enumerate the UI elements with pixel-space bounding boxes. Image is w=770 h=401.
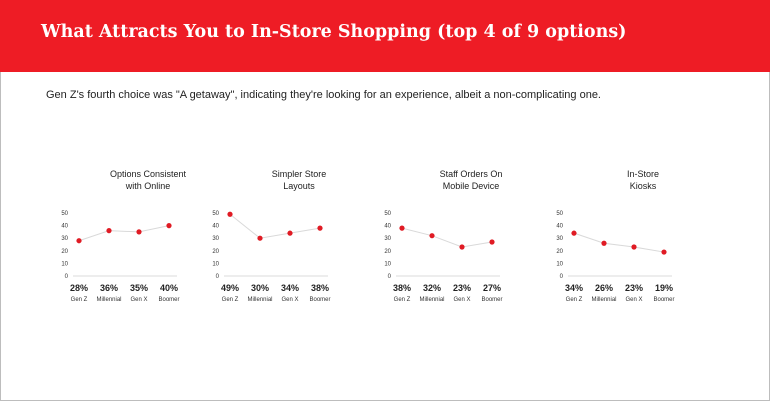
y-tick-label: 10 (384, 261, 391, 267)
data-point (317, 225, 323, 231)
y-tick-label: 10 (61, 261, 68, 267)
x-tick-label: Boomer (653, 297, 674, 303)
y-tick-label: 50 (61, 211, 68, 217)
chart-title: Options Consistent with Online (73, 168, 223, 192)
series-line (229, 213, 321, 239)
y-tick-label: 20 (212, 249, 219, 255)
data-point (571, 230, 577, 236)
data-label: 23% (453, 283, 471, 293)
data-label: 38% (393, 283, 411, 293)
chart-title-line: Options Consistent (109, 169, 187, 179)
data-label: 35% (130, 283, 148, 293)
chart-panel-in-store-kiosks: In-Store Kiosks 0 10 20 30 40 50 34% Gen Z 26% Mi… (556, 160, 718, 320)
y-tick-label: 40 (61, 224, 68, 230)
y-tick-label: 0 (560, 274, 564, 280)
x-tick-label: Millennial (419, 297, 444, 303)
x-tick-label: Gen X (281, 297, 298, 303)
header-banner: What Attracts You to In-Store Shopping (… (0, 0, 770, 72)
data-point (106, 228, 112, 234)
x-tick-label: Gen X (453, 297, 470, 303)
data-label: 26% (595, 283, 613, 293)
data-label: 32% (423, 283, 441, 293)
line-chart: 0 10 20 30 40 50 49% Gen Z 30% Millennial 34% Gen X… (212, 211, 330, 303)
data-label: 40% (160, 283, 178, 293)
data-label: 28% (70, 283, 88, 293)
data-point (631, 244, 637, 250)
y-tick-label: 40 (556, 224, 563, 230)
chart-panel-options-consistent: Options Consistent with Online 0 10 20 30 40… (61, 160, 223, 320)
x-tick-label: Boomer (309, 297, 330, 303)
chart-panel-simpler-layouts: Simpler Store Layouts 0 10 20 30 40 50 49% Gen … (212, 160, 374, 320)
chart-title-line: In-Store (626, 169, 659, 179)
series-line (401, 227, 493, 248)
data-label: 36% (100, 283, 118, 293)
chart-title-line: Simpler Store (271, 169, 327, 179)
x-tick-label: Millennial (247, 297, 272, 303)
data-point (76, 238, 82, 244)
data-point (257, 235, 263, 241)
y-tick-label: 0 (388, 274, 392, 280)
series-line (78, 225, 170, 242)
page-title: What Attracts You to In-Store Shopping (… (41, 22, 627, 42)
data-point (166, 223, 172, 229)
x-tick-label: Gen X (130, 297, 147, 303)
y-tick-label: 20 (61, 249, 68, 255)
data-point (429, 233, 435, 239)
y-tick-label: 30 (212, 236, 219, 242)
y-tick-label: 40 (212, 224, 219, 230)
y-tick-label: 50 (212, 211, 219, 217)
data-point (601, 240, 607, 246)
y-tick-label: 10 (556, 261, 563, 267)
page-subtitle: Gen Z's fourth choice was "A getaway", i… (46, 89, 601, 101)
x-tick-label: Millennial (96, 297, 121, 303)
y-tick-label: 40 (384, 224, 391, 230)
data-label: 34% (281, 283, 299, 293)
chart-title: Staff Orders On Mobile Device (396, 168, 546, 192)
data-point (489, 239, 495, 245)
x-tick-label: Boomer (481, 297, 502, 303)
y-tick-label: 30 (556, 236, 563, 242)
y-tick-label: 30 (384, 236, 391, 242)
chart-title-line: Kiosks (629, 181, 657, 191)
data-label: 19% (655, 283, 673, 293)
x-tick-label: Gen Z (71, 297, 88, 303)
data-label: 30% (251, 283, 269, 293)
data-label: 49% (221, 283, 239, 293)
x-tick-label: Boomer (158, 297, 179, 303)
x-tick-label: Gen X (625, 297, 642, 303)
data-label: 23% (625, 283, 643, 293)
data-point (227, 211, 233, 217)
data-label: 38% (311, 283, 329, 293)
data-label: 27% (483, 283, 501, 293)
y-tick-label: 20 (384, 249, 391, 255)
y-tick-label: 0 (216, 274, 220, 280)
line-chart: 0 10 20 30 40 50 28% Gen Z 36% Millennial 35% Gen X… (61, 211, 179, 303)
chart-title-line: with Online (125, 181, 171, 191)
x-tick-label: Gen Z (222, 297, 239, 303)
y-tick-label: 10 (212, 261, 219, 267)
line-chart: 0 10 20 30 40 50 38% Gen Z 32% Millennial 23% Gen X… (384, 211, 502, 303)
data-point (399, 225, 405, 231)
y-tick-label: 0 (65, 274, 69, 280)
series-line (573, 232, 665, 253)
data-label: 34% (565, 283, 583, 293)
data-point (287, 230, 293, 236)
chart-title-line: Layouts (283, 181, 315, 191)
x-tick-label: Gen Z (566, 297, 583, 303)
x-tick-label: Gen Z (394, 297, 411, 303)
x-tick-label: Millennial (591, 297, 616, 303)
chart-title-line: Staff Orders On (439, 169, 503, 179)
y-tick-label: 50 (556, 211, 563, 217)
chart-panel-staff-orders: Staff Orders On Mobile Device 0 10 20 30 40 5… (384, 160, 546, 320)
y-tick-label: 50 (384, 211, 391, 217)
y-tick-label: 20 (556, 249, 563, 255)
chart-title: Simpler Store Layouts (224, 168, 374, 192)
chart-title: In-Store Kiosks (568, 168, 718, 192)
y-tick-label: 30 (61, 236, 68, 242)
data-point (661, 249, 667, 255)
line-chart: 0 10 20 30 40 50 34% Gen Z 26% Millennial 23% Gen X… (556, 211, 674, 303)
data-point (136, 229, 142, 235)
chart-title-line: Mobile Device (442, 181, 500, 191)
data-point (459, 244, 465, 250)
